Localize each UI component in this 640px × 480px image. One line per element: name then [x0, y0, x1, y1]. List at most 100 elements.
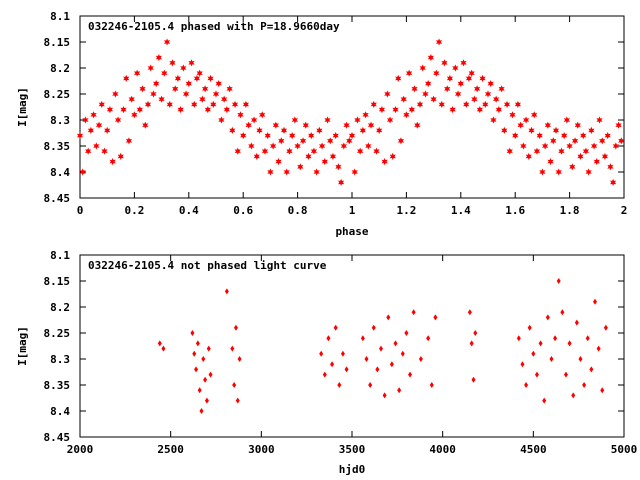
data-points — [76, 38, 625, 186]
y-axis-title: I[mag] — [16, 87, 29, 127]
data-point — [397, 387, 402, 394]
data-point — [177, 106, 184, 114]
data-point — [467, 309, 472, 316]
data-point — [174, 74, 182, 82]
data-point — [520, 361, 525, 368]
data-point — [585, 168, 592, 176]
data-point — [283, 168, 290, 176]
y-tick-label: 8.45 — [44, 192, 71, 205]
data-point — [416, 100, 424, 108]
data-point — [223, 106, 230, 114]
unphased-light-curve-panel: 032246-2105.4 not phased light curve hjd… — [16, 249, 637, 476]
data-point — [414, 121, 421, 129]
data-point — [324, 116, 331, 124]
data-point — [343, 121, 350, 129]
data-point — [196, 69, 203, 77]
data-point — [136, 106, 143, 114]
data-point — [474, 85, 481, 93]
data-point — [585, 335, 590, 342]
data-point — [498, 85, 505, 93]
data-point — [291, 116, 298, 124]
data-point — [95, 121, 103, 129]
x-tick-label: 0.2 — [124, 204, 144, 217]
data-point — [344, 366, 349, 373]
data-point — [444, 85, 451, 93]
data-point — [618, 137, 625, 145]
data-point — [400, 350, 405, 357]
data-point — [571, 137, 579, 145]
data-point — [544, 121, 551, 129]
data-point — [267, 168, 274, 176]
data-point — [264, 132, 271, 140]
data-point — [566, 142, 573, 150]
data-point — [302, 121, 309, 129]
data-point — [316, 126, 323, 134]
data-point — [199, 95, 206, 103]
y-tick-label: 8.3 — [50, 114, 70, 127]
data-point — [426, 335, 431, 342]
data-point — [531, 350, 536, 357]
data-point — [449, 106, 456, 114]
data-point — [600, 387, 605, 394]
data-point — [157, 340, 162, 347]
data-point — [550, 137, 557, 145]
data-point — [229, 126, 236, 134]
data-point — [599, 137, 606, 145]
data-point — [224, 288, 229, 295]
data-point — [567, 340, 572, 347]
y-tick-label: 8.1 — [50, 10, 70, 23]
y-axis-title: I[mag] — [16, 326, 29, 366]
data-point — [253, 152, 260, 160]
data-point — [435, 38, 443, 46]
data-point — [476, 106, 483, 114]
y-tick-label: 8.25 — [44, 88, 71, 101]
data-point — [180, 64, 187, 72]
data-point — [603, 324, 608, 331]
data-point — [601, 152, 609, 160]
data-point — [335, 163, 342, 171]
data-point — [199, 408, 204, 414]
data-point — [218, 116, 225, 124]
data-point — [484, 90, 492, 98]
data-point — [153, 80, 160, 88]
data-point — [299, 137, 307, 145]
y-tick-label: 8.15 — [44, 275, 71, 288]
tick-group: 0 0.2 0.4 0.6 0.8 1 1.2 1.4 1.6 1.8 2 8.1 8.15 8.2 8.2… — [44, 10, 628, 217]
data-point — [522, 116, 530, 124]
data-point — [337, 382, 342, 388]
data-point — [588, 126, 595, 134]
data-point — [215, 80, 222, 88]
data-point — [340, 142, 347, 150]
data-point — [193, 74, 201, 82]
data-point — [208, 371, 213, 378]
data-point — [101, 147, 108, 155]
data-point — [524, 382, 529, 388]
data-point — [235, 397, 240, 404]
data-point — [582, 382, 587, 388]
data-point — [487, 80, 494, 88]
data-point — [212, 90, 220, 98]
data-point — [463, 100, 470, 108]
data-point — [128, 95, 135, 103]
data-point — [104, 126, 111, 134]
data-point — [297, 163, 304, 171]
y-tick-label: 8.15 — [44, 36, 71, 49]
data-point — [538, 340, 543, 347]
data-point — [125, 137, 133, 145]
data-point — [327, 137, 334, 145]
data-point — [139, 85, 146, 93]
data-point — [357, 147, 364, 155]
x-tick-label: 2 — [621, 204, 628, 217]
data-point — [433, 69, 440, 77]
data-point — [506, 147, 513, 155]
data-point — [82, 116, 89, 124]
x-tick-label: 0.4 — [179, 204, 199, 217]
data-point — [430, 95, 437, 103]
data-point — [305, 152, 312, 160]
data-point — [612, 142, 619, 150]
data-point — [98, 100, 105, 108]
data-point — [561, 132, 568, 140]
y-tick-label: 8.25 — [44, 327, 71, 340]
data-point — [182, 90, 190, 98]
data-point — [232, 382, 237, 388]
